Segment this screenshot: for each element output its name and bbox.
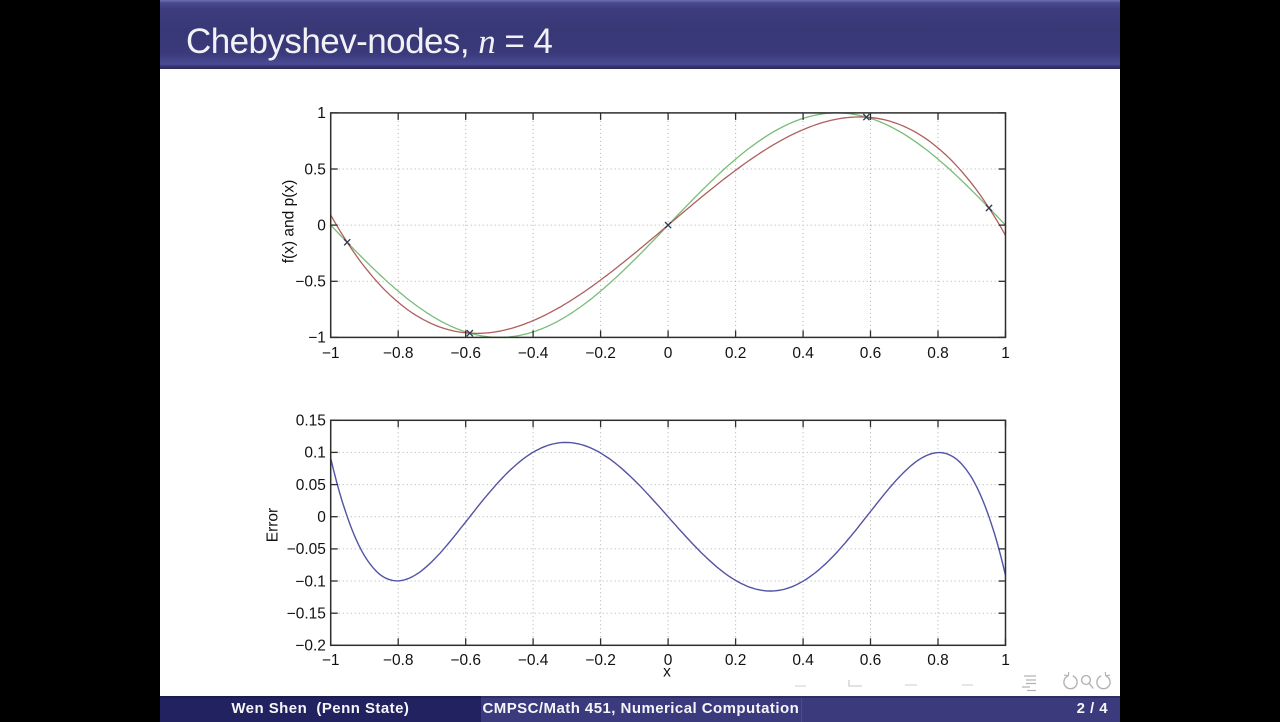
svg-text:1: 1 — [317, 105, 326, 122]
svg-text:0: 0 — [317, 217, 326, 234]
svg-text:Error: Error — [265, 508, 282, 542]
svg-text:−0.6: −0.6 — [450, 652, 481, 669]
svg-text:0.2: 0.2 — [725, 345, 747, 362]
svg-text:−1: −1 — [322, 652, 340, 669]
svg-text:0.8: 0.8 — [927, 345, 949, 362]
svg-text:−0.4: −0.4 — [518, 652, 549, 669]
svg-text:−0.6: −0.6 — [450, 345, 481, 362]
svg-text:−1: −1 — [308, 330, 326, 347]
svg-text:x: x — [663, 664, 671, 681]
svg-text:0.4: 0.4 — [792, 652, 814, 669]
svg-text:−0.05: −0.05 — [287, 541, 326, 558]
svg-text:−0.2: −0.2 — [295, 638, 326, 655]
svg-text:0.6: 0.6 — [860, 652, 882, 669]
svg-text:−0.2: −0.2 — [585, 345, 616, 362]
svg-text:−0.8: −0.8 — [383, 652, 414, 669]
svg-text:−1: −1 — [322, 345, 340, 362]
svg-text:−0.5: −0.5 — [295, 274, 326, 291]
svg-text:−0.8: −0.8 — [383, 345, 414, 362]
svg-text:0.6: 0.6 — [860, 345, 882, 362]
svg-text:0.2: 0.2 — [725, 652, 747, 669]
svg-text:1: 1 — [1001, 652, 1010, 669]
svg-text:0: 0 — [317, 509, 326, 526]
svg-text:−0.4: −0.4 — [518, 345, 549, 362]
svg-text:0: 0 — [664, 345, 673, 362]
svg-text:0.4: 0.4 — [792, 345, 814, 362]
svg-text:0.05: 0.05 — [296, 477, 326, 494]
svg-text:−0.2: −0.2 — [585, 652, 616, 669]
svg-text:0.1: 0.1 — [304, 445, 326, 462]
svg-text:0: 0 — [664, 652, 673, 669]
svg-text:−0.15: −0.15 — [287, 606, 326, 623]
svg-text:f(x) and p(x): f(x) and p(x) — [281, 180, 298, 264]
svg-text:−0.1: −0.1 — [295, 573, 326, 590]
svg-text:0.5: 0.5 — [304, 161, 326, 178]
svg-text:0.15: 0.15 — [296, 413, 326, 430]
svg-text:0.8: 0.8 — [927, 652, 949, 669]
svg-text:1: 1 — [1001, 345, 1010, 362]
